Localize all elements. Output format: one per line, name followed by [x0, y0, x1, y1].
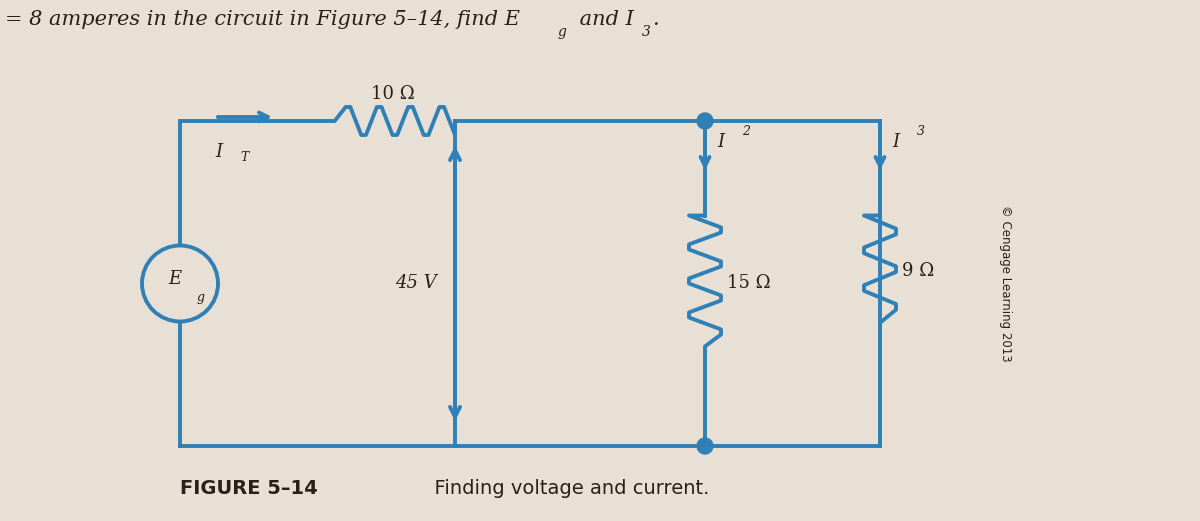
Text: 3: 3 — [917, 125, 925, 138]
Text: 2: 2 — [742, 125, 750, 138]
Text: 3: 3 — [642, 25, 650, 39]
Text: and I: and I — [574, 9, 634, 29]
Text: 45 V: 45 V — [395, 275, 437, 292]
Text: I: I — [892, 133, 899, 151]
Text: 10 Ω: 10 Ω — [371, 85, 414, 103]
Text: FIGURE 5–14: FIGURE 5–14 — [180, 479, 318, 498]
Circle shape — [142, 245, 218, 321]
Text: = 8 amperes in the circuit in Figure 5–14, find E: = 8 amperes in the circuit in Figure 5–1… — [5, 9, 520, 29]
Text: g: g — [558, 25, 566, 39]
Text: I: I — [718, 133, 724, 151]
Text: Finding voltage and current.: Finding voltage and current. — [422, 479, 709, 498]
Text: T: T — [240, 151, 248, 164]
Text: 15 Ω: 15 Ω — [727, 275, 770, 292]
Text: g: g — [197, 292, 205, 304]
Text: 9 Ω: 9 Ω — [902, 263, 935, 280]
Circle shape — [697, 438, 713, 454]
Text: © Cengage Learning 2013: © Cengage Learning 2013 — [998, 205, 1012, 362]
Text: E: E — [168, 270, 181, 289]
Circle shape — [697, 113, 713, 129]
Text: .: . — [652, 9, 659, 29]
Text: I: I — [215, 143, 222, 161]
